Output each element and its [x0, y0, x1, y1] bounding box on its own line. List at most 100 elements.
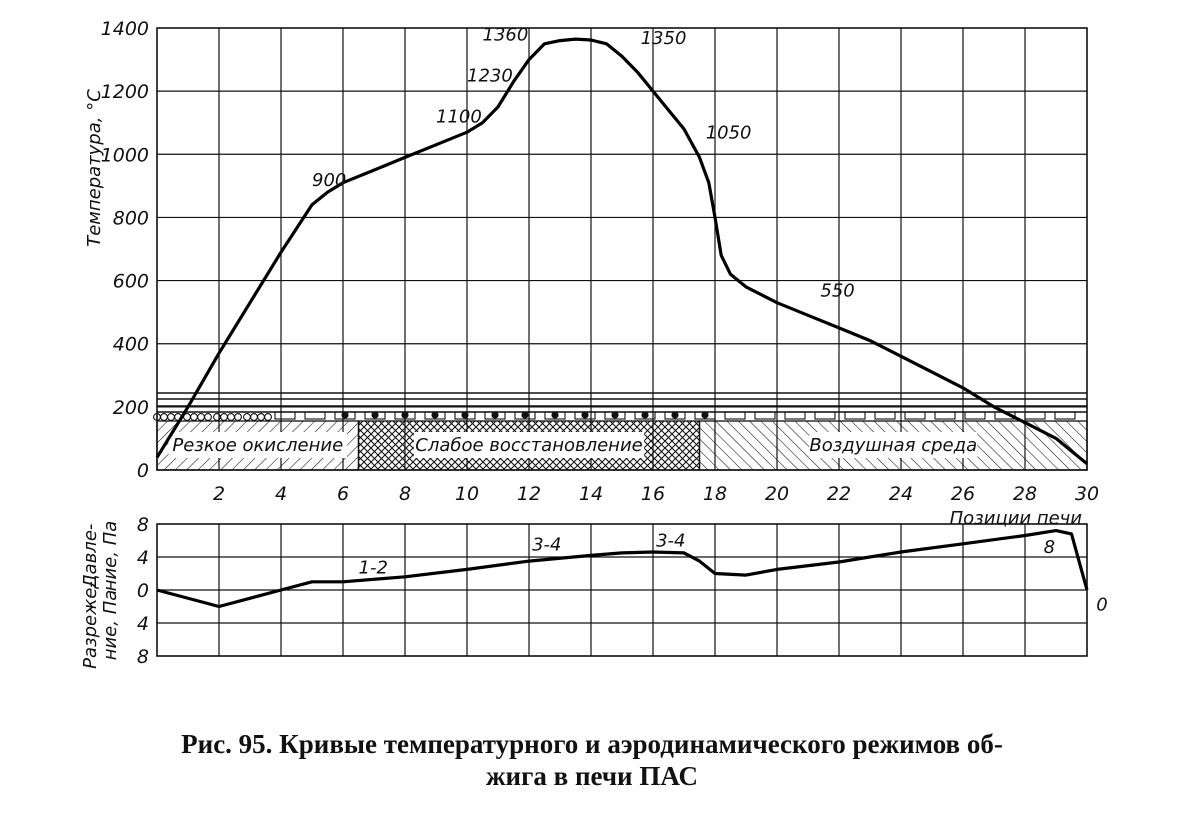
pressure-axis-label: Давле-ние, Па — [80, 521, 121, 592]
caption-line-1: Рис. 95. Кривые температурного и аэродин… — [181, 729, 1003, 759]
temperature-annotation: 1100 — [436, 107, 482, 128]
kiln-dot — [641, 411, 649, 419]
kiln-car — [274, 411, 296, 420]
temperature-annotation: 1350 — [641, 28, 687, 49]
kiln-dot — [401, 411, 409, 419]
kiln-dot — [551, 411, 559, 419]
kiln-ring — [204, 413, 212, 421]
temperature-annotation: 1360 — [483, 25, 529, 46]
y-tick-label: 400 — [113, 334, 149, 356]
x-tick-label: 28 — [1013, 483, 1037, 505]
temperature-annotation: 1230 — [467, 66, 513, 87]
kiln-dot — [461, 411, 469, 419]
kiln-dot — [581, 411, 589, 419]
x-tick-label: 20 — [765, 483, 789, 505]
pressure-curve — [156, 529, 1089, 609]
x-tick-label: 16 — [641, 483, 665, 505]
pressure-grid — [156, 523, 1088, 657]
kiln-ring — [227, 413, 235, 421]
caption-line-2: жига в печи ПАС — [485, 761, 699, 791]
plot-frame — [156, 27, 1088, 471]
kiln-ring — [257, 413, 265, 421]
kiln-ring — [220, 413, 228, 421]
pressure-annotation: 3-4 — [656, 530, 685, 551]
pressure-annotation: 8 — [1044, 537, 1055, 558]
kiln-dot — [611, 411, 619, 419]
x-tick-label: 2 — [213, 483, 225, 505]
figure: Резкое окисление Слабое восстановление Воз… — [80, 18, 1108, 669]
zone-label-bg — [809, 432, 978, 458]
kiln-car — [1024, 411, 1046, 420]
y-tick-label: 600 — [113, 271, 149, 293]
temperature-annotation: 1050 — [706, 123, 752, 144]
kiln-ring — [234, 413, 242, 421]
temperature-curve-group — [155, 37, 1089, 465]
temperature-annotations: 900 1100 1230 1360 1350 1050 550 — [312, 25, 855, 302]
pressure-chart: 8 4 0 4 8 1-2 3-4 3-4 8 0 Давле-ние, Па Разреже-… — [80, 514, 1108, 669]
x-axis-label: Позиции печи — [950, 508, 1083, 529]
kiln-ring — [264, 413, 272, 421]
kiln-ring — [250, 413, 258, 421]
kiln-ring — [167, 413, 175, 421]
kiln-car — [304, 411, 326, 420]
zone-label-bg — [168, 432, 347, 458]
y-tick-label: 1000 — [101, 144, 149, 166]
temperature-annotation: 900 — [312, 170, 346, 191]
kiln-car — [784, 411, 806, 420]
temperature-grid — [156, 27, 1088, 471]
x-tick-label: 30 — [1075, 483, 1099, 505]
zone-label: Резкое окисление — [172, 435, 343, 456]
x-tick-label: 24 — [889, 483, 913, 505]
pressure-annotations: 1-2 3-4 3-4 8 0 — [359, 530, 1108, 615]
y-tick-label: 8 — [137, 646, 149, 668]
pressure-annotation: 0 — [1096, 595, 1107, 616]
zone-label-bg — [413, 432, 645, 458]
kiln-car — [964, 411, 986, 420]
kiln-car — [814, 411, 836, 420]
y-tick-label: 1200 — [101, 81, 149, 103]
x-tick-label: 26 — [951, 483, 975, 505]
x-tick-label: 8 — [399, 483, 411, 505]
pressure-annotation: 1-2 — [359, 558, 388, 579]
x-tick-label: 12 — [517, 483, 541, 505]
pressure-curve-group — [156, 529, 1089, 609]
kiln-dot — [701, 411, 709, 419]
kiln-dot — [521, 411, 529, 419]
y-tick-label: 4 — [137, 547, 149, 569]
x-tick-label: 18 — [703, 483, 727, 505]
y-tick-label: 0 — [137, 580, 149, 602]
temperature-chart: Резкое окисление Слабое восстановление Воз… — [84, 18, 1099, 529]
kiln-ring — [243, 413, 251, 421]
y-tick-label: 200 — [113, 397, 149, 419]
pressure-tick-labels: 8 4 0 4 8 — [137, 514, 149, 668]
kiln-car — [844, 411, 866, 420]
kiln-dot — [671, 411, 679, 419]
kiln-car — [934, 411, 956, 420]
y-tick-label: 800 — [113, 207, 149, 229]
atmosphere-zones: Резкое окисление Слабое восстановление Воз… — [156, 420, 1088, 471]
pressure-annotation: 3-4 — [532, 534, 561, 555]
kiln-ring — [160, 413, 168, 421]
kiln-car — [724, 411, 746, 420]
kiln-car-row — [153, 411, 1076, 421]
kiln-dot — [431, 411, 439, 419]
zone-label: Воздушная среда — [809, 435, 977, 456]
temperature-axis-label: Температура, °С — [84, 89, 105, 247]
kiln-ring — [190, 413, 198, 421]
y-tick-label: 4 — [137, 613, 149, 635]
kiln-car — [904, 411, 926, 420]
kiln-car — [754, 411, 776, 420]
y-tick-label: 1400 — [101, 18, 149, 40]
kiln-car — [1054, 411, 1076, 420]
temperature-curve — [155, 37, 1089, 465]
y-tick-label: 8 — [137, 514, 149, 536]
x-tick-label: 4 — [275, 483, 287, 505]
y-tick-label: 0 — [137, 460, 149, 482]
kiln-car — [874, 411, 896, 420]
kiln-dot — [341, 411, 349, 419]
x-tick-label: 14 — [579, 483, 603, 505]
x-tick-label: 6 — [337, 483, 349, 505]
kiln-dot — [371, 411, 379, 419]
rarefaction-axis-label: Разреже-ние, Па — [80, 581, 121, 669]
